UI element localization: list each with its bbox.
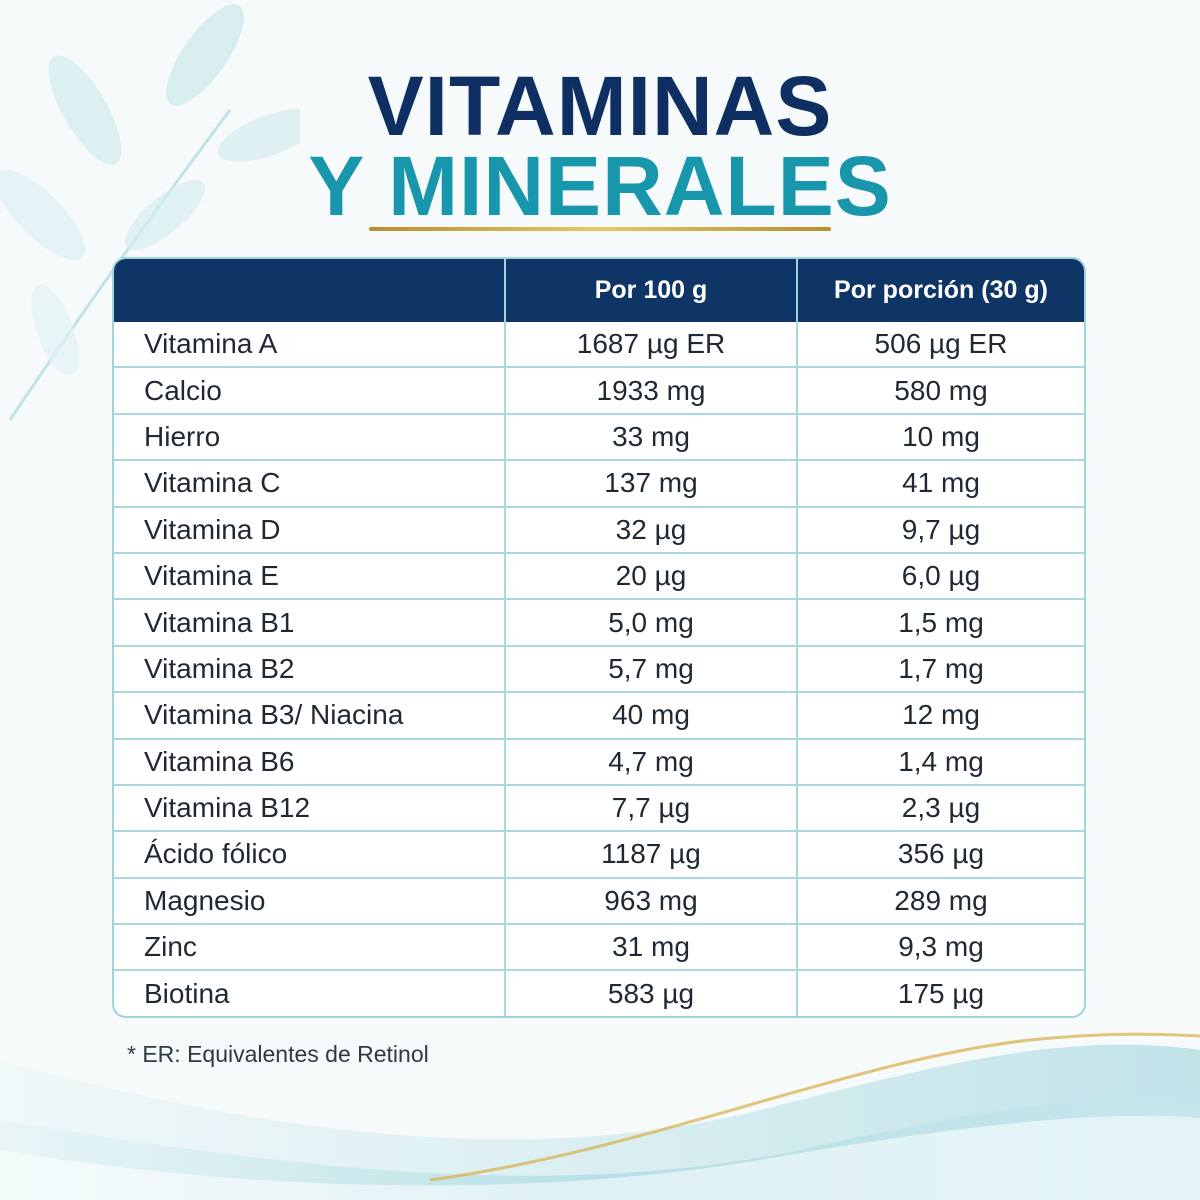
value-per-100g: 4,7 mg — [505, 737, 798, 785]
leaves-decoration — [0, 4, 300, 421]
table-row: Vitamina B3/ Niacina 40 mg 12 mg — [114, 691, 1084, 739]
title-underline — [369, 227, 831, 231]
value-per-100g: 1933 mg — [505, 366, 798, 414]
table-row: Vitamina D 32 µg 9,7 µg — [114, 505, 1084, 553]
nutrient-name: Zinc — [114, 923, 506, 971]
value-per-portion: 2,3 µg — [797, 783, 1084, 832]
title-line-1: VITAMINAS — [367, 59, 833, 153]
value-per-portion: 12 mg — [797, 691, 1084, 739]
value-per-100g: 5,7 mg — [505, 644, 798, 693]
nutrient-name: Hierro — [114, 412, 506, 461]
table-row: Vitamina B2 5,7 mg 1,7 mg — [114, 644, 1084, 693]
table-row: Zinc 31 mg 9,3 mg — [114, 923, 1084, 971]
value-per-portion: 1,7 mg — [797, 644, 1084, 693]
value-per-portion: 9,3 mg — [797, 923, 1084, 971]
table-row: Ácido fólico 1187 µg 356 µg — [114, 830, 1084, 878]
header-nutrient — [114, 259, 506, 322]
value-per-portion: 289 mg — [797, 876, 1084, 925]
table-row: Vitamina C 137 mg 41 mg — [114, 459, 1084, 507]
value-per-portion: 356 µg — [797, 830, 1084, 878]
table-row: Vitamina B1 5,0 mg 1,5 mg — [114, 598, 1084, 646]
table-row: Calcio 1933 mg 580 mg — [114, 366, 1084, 414]
value-per-portion: 6,0 µg — [797, 551, 1084, 600]
nutrient-name: Vitamina B2 — [114, 644, 506, 693]
nutrient-name: Vitamina B3/ Niacina — [114, 691, 506, 739]
value-per-100g: 33 mg — [505, 412, 798, 461]
nutrient-name: Ácido fólico — [114, 830, 506, 878]
footnote: * ER: Equivalentes de Retinol — [127, 1041, 429, 1067]
value-per-100g: 5,0 mg — [505, 598, 798, 646]
table-header-row: Por 100 g Por porción (30 g) — [114, 259, 1084, 322]
value-per-portion: 1,5 mg — [797, 598, 1084, 646]
table-row: Vitamina E 20 µg 6,0 µg — [114, 551, 1084, 600]
table-row: Vitamina B6 4,7 mg 1,4 mg — [114, 737, 1084, 785]
nutrient-name: Vitamina C — [114, 459, 506, 507]
nutrient-name: Magnesio — [114, 876, 506, 925]
header-per-100g: Por 100 g — [505, 259, 798, 322]
value-per-100g: 137 mg — [505, 459, 798, 507]
nutrient-name: Vitamina B1 — [114, 598, 506, 646]
nutrient-name: Vitamina D — [114, 505, 506, 553]
value-per-100g: 31 mg — [505, 923, 798, 971]
value-per-100g: 583 µg — [505, 969, 798, 1016]
nutrient-name: Vitamina E — [114, 551, 506, 600]
value-per-portion: 10 mg — [797, 412, 1084, 461]
value-per-portion: 41 mg — [797, 459, 1084, 507]
nutrient-name: Vitamina B12 — [114, 783, 506, 832]
value-per-portion: 580 mg — [797, 366, 1084, 414]
table-row: Hierro 33 mg 10 mg — [114, 412, 1084, 461]
table-row: Vitamina B12 7,7 µg 2,3 µg — [114, 783, 1084, 832]
table-row: Biotina 583 µg 175 µg — [114, 969, 1084, 1016]
nutrient-name: Vitamina B6 — [114, 737, 506, 785]
value-per-100g: 1687 µg ER — [505, 322, 798, 368]
title-line-2: Y MINERALES — [308, 139, 892, 233]
value-per-portion: 9,7 µg — [797, 505, 1084, 553]
value-per-100g: 20 µg — [505, 551, 798, 600]
value-per-100g: 963 mg — [505, 876, 798, 925]
value-per-portion: 506 µg ER — [874, 328, 1008, 360]
nutrient-name: Vitamina A — [114, 322, 506, 368]
nutrient-name: Biotina — [114, 969, 506, 1016]
value-per-portion: 175 µg — [797, 969, 1084, 1016]
header-per-portion: Por porción (30 g) — [797, 259, 1084, 322]
table-row: Magnesio 963 mg 289 mg — [114, 876, 1084, 925]
value-per-100g: 32 µg — [505, 505, 798, 553]
value-per-100g: 40 mg — [505, 691, 798, 739]
value-per-100g: 7,7 µg — [505, 783, 798, 832]
value-per-100g: 1187 µg — [505, 830, 798, 878]
table-row: Vitamina A 1687 µg ER 506 µg ER — [114, 322, 1084, 368]
nutrient-name: Calcio — [114, 366, 506, 414]
value-per-portion: 1,4 mg — [797, 737, 1084, 785]
